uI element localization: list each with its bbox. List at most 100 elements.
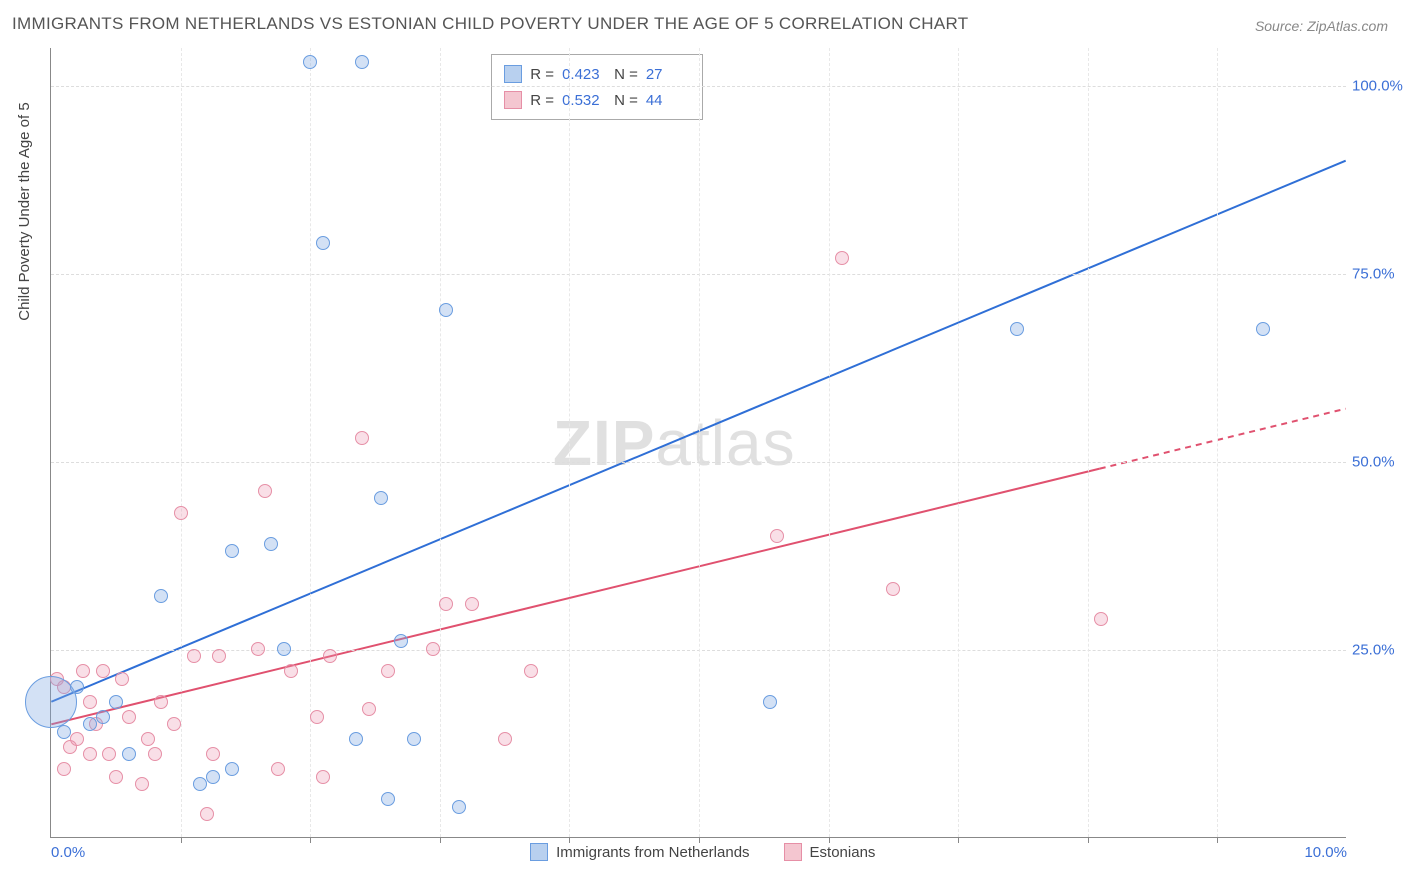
chart-title: IMMIGRANTS FROM NETHERLANDS VS ESTONIAN … (12, 14, 968, 34)
data-point-b (1094, 612, 1108, 626)
swatch-series-b (504, 91, 522, 109)
source-label: Source: (1255, 18, 1307, 34)
data-point-a (225, 762, 239, 776)
y-tick-label: 100.0% (1352, 77, 1402, 94)
stats-row-series-b: R = 0.532 N = 44 (504, 87, 690, 113)
data-point-b (465, 597, 479, 611)
data-point-a (355, 55, 369, 69)
data-point-a (225, 544, 239, 558)
data-point-b (96, 664, 110, 678)
data-point-b (323, 649, 337, 663)
swatch-series-a-icon (530, 843, 548, 861)
data-point-a (1010, 322, 1024, 336)
scatter-plot-area: ZIPatlas R = 0.423 N = 27 R = 0.532 N = … (50, 48, 1346, 838)
y-axis-label: Child Poverty Under the Age of 5 (16, 102, 33, 320)
stats-legend-box: R = 0.423 N = 27 R = 0.532 N = 44 (491, 54, 703, 120)
data-point-b (316, 770, 330, 784)
data-point-a (439, 303, 453, 317)
regression-line-b (51, 469, 1099, 725)
data-point-b (310, 710, 324, 724)
gridline-v (440, 48, 441, 837)
data-point-a (394, 634, 408, 648)
data-point-b (206, 747, 220, 761)
data-point-a (96, 710, 110, 724)
x-tick-mark (958, 837, 959, 843)
r-label-a: R = (530, 66, 554, 83)
data-point-a (407, 732, 421, 746)
data-point-b (148, 747, 162, 761)
stats-row-series-a: R = 0.423 N = 27 (504, 61, 690, 87)
n-value-a: 27 (646, 66, 690, 83)
r-label-b: R = (530, 92, 554, 109)
x-tick-mark (699, 837, 700, 843)
source-attribution: Source: ZipAtlas.com (1255, 18, 1388, 34)
data-point-b (174, 506, 188, 520)
data-point-a (57, 725, 71, 739)
y-tick-label: 75.0% (1352, 265, 1402, 282)
data-point-b (426, 642, 440, 656)
legend-item-b: Estonians (784, 843, 876, 861)
data-point-a (83, 717, 97, 731)
data-point-b (251, 642, 265, 656)
data-point-a (452, 800, 466, 814)
data-point-a (122, 747, 136, 761)
data-point-b (200, 807, 214, 821)
data-point-b (498, 732, 512, 746)
data-point-b (271, 762, 285, 776)
x-tick-mark (181, 837, 182, 843)
x-tick-mark (310, 837, 311, 843)
n-value-b: 44 (646, 92, 690, 109)
data-point-a (303, 55, 317, 69)
source-name: ZipAtlas.com (1307, 18, 1388, 34)
swatch-series-a (504, 65, 522, 83)
gridline-v (699, 48, 700, 837)
legend-item-a: Immigrants from Netherlands (530, 843, 749, 861)
legend-label-a: Immigrants from Netherlands (556, 844, 749, 861)
data-point-b (439, 597, 453, 611)
data-point-b (135, 777, 149, 791)
data-point-a (70, 680, 84, 694)
gridline-v (569, 48, 570, 837)
data-point-b (76, 664, 90, 678)
data-point-a (277, 642, 291, 656)
data-point-b (83, 695, 97, 709)
data-point-b (141, 732, 155, 746)
data-point-b (109, 770, 123, 784)
swatch-series-b-icon (784, 843, 802, 861)
data-point-b (167, 717, 181, 731)
series-legend: Immigrants from Netherlands Estonians (530, 843, 875, 861)
x-tick-label: 10.0% (1304, 844, 1347, 861)
y-tick-label: 25.0% (1352, 641, 1402, 658)
x-tick-mark (1088, 837, 1089, 843)
gridline-v (958, 48, 959, 837)
data-point-a (1256, 322, 1270, 336)
x-tick-label: 0.0% (51, 844, 85, 861)
data-point-a (264, 537, 278, 551)
x-tick-mark (1217, 837, 1218, 843)
n-label-b: N = (614, 92, 638, 109)
data-point-b (770, 529, 784, 543)
x-tick-mark (829, 837, 830, 843)
data-point-a (374, 491, 388, 505)
data-point-b (258, 484, 272, 498)
data-point-b (115, 672, 129, 686)
n-label-a: N = (614, 66, 638, 83)
data-point-b (154, 695, 168, 709)
data-point-b (70, 732, 84, 746)
gridline-v (829, 48, 830, 837)
gridline-v (181, 48, 182, 837)
data-point-b (57, 762, 71, 776)
data-point-a (193, 777, 207, 791)
data-point-b (524, 664, 538, 678)
data-point-b (886, 582, 900, 596)
legend-label-b: Estonians (810, 844, 876, 861)
regression-line-b-extrapolated (1100, 409, 1346, 469)
data-point-b (83, 747, 97, 761)
data-point-b (835, 251, 849, 265)
x-tick-mark (569, 837, 570, 843)
data-point-b (212, 649, 226, 663)
data-point-a (381, 792, 395, 806)
data-point-a (206, 770, 220, 784)
data-point-b (187, 649, 201, 663)
data-point-a (763, 695, 777, 709)
